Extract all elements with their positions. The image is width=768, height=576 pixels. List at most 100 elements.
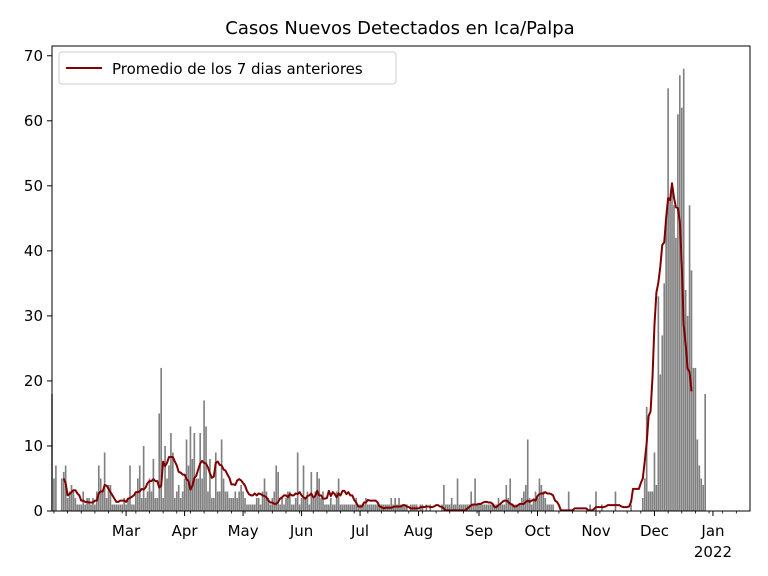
- bar: [550, 504, 552, 511]
- bar: [513, 504, 515, 511]
- bar: [158, 413, 161, 511]
- bar: [519, 504, 521, 511]
- bar: [281, 497, 283, 511]
- bar: [232, 497, 235, 511]
- bar: [328, 504, 330, 511]
- bar: [133, 504, 135, 511]
- bar: [526, 439, 529, 511]
- bar: [216, 491, 219, 511]
- bar: [505, 484, 508, 511]
- bar: [271, 497, 274, 511]
- bar: [464, 504, 467, 511]
- bar: [129, 465, 131, 511]
- bar: [472, 504, 474, 511]
- bar: [193, 432, 196, 511]
- bar: [456, 478, 459, 511]
- bar: [226, 491, 229, 511]
- x-tick-label: May: [228, 522, 259, 540]
- bar: [478, 504, 480, 511]
- bar: [680, 107, 683, 511]
- x-tick-label: Jan: [700, 522, 724, 540]
- bar: [213, 497, 215, 511]
- bar: [252, 504, 254, 511]
- bar: [394, 497, 396, 511]
- bar: [378, 504, 381, 511]
- bar: [179, 497, 182, 511]
- bar: [682, 68, 685, 511]
- bar: [326, 504, 328, 511]
- bar: [684, 289, 687, 511]
- bar: [152, 458, 155, 511]
- bar: [183, 478, 186, 511]
- bar: [698, 465, 701, 511]
- bar: [136, 478, 139, 511]
- bar: [88, 497, 90, 511]
- legend: Promedio de los 7 dias anteriores: [58, 51, 397, 85]
- bar: [374, 504, 377, 511]
- bar: [156, 497, 159, 511]
- bar: [363, 504, 365, 511]
- bar: [86, 497, 88, 511]
- bar: [657, 296, 660, 511]
- bar: [368, 504, 371, 511]
- bar: [443, 484, 445, 511]
- legend-box: [58, 51, 397, 85]
- bar: [197, 478, 200, 511]
- bar: [168, 465, 170, 511]
- bar: [218, 491, 221, 511]
- bar: [402, 504, 404, 511]
- bar: [343, 504, 346, 511]
- bar: [236, 497, 239, 511]
- bar: [207, 491, 209, 511]
- bar: [250, 504, 252, 511]
- bar: [322, 491, 324, 511]
- bar: [154, 497, 157, 511]
- line-series: [62, 182, 693, 512]
- bar: [111, 504, 114, 511]
- x-tick-label: Aug: [404, 522, 433, 540]
- bar: [285, 497, 287, 511]
- bar: [80, 504, 83, 511]
- bar: [487, 504, 490, 511]
- bar: [552, 504, 554, 511]
- bar: [324, 504, 326, 511]
- bar: [536, 497, 539, 511]
- bar: [482, 504, 484, 511]
- bar: [567, 491, 570, 511]
- bar: [511, 504, 513, 511]
- bar: [589, 504, 591, 511]
- bar: [331, 504, 334, 511]
- bar: [103, 452, 106, 511]
- bar: [109, 484, 112, 511]
- bar: [174, 497, 176, 511]
- bar: [203, 400, 205, 511]
- moving-average-line: [62, 182, 693, 512]
- bar: [686, 315, 689, 511]
- bar: [667, 88, 669, 512]
- bar: [76, 504, 79, 511]
- bar: [150, 491, 153, 511]
- x-tick-label: Apr: [172, 522, 199, 540]
- bar: [55, 465, 57, 511]
- bar: [292, 504, 295, 511]
- bar: [696, 439, 699, 511]
- bar: [365, 497, 367, 511]
- bar: [396, 504, 398, 511]
- y-tick-label: 0: [33, 502, 43, 520]
- bar: [474, 478, 476, 511]
- bar: [320, 497, 322, 511]
- bar: [462, 504, 465, 511]
- bar: [643, 478, 646, 511]
- bar: [349, 504, 352, 511]
- bar: [175, 491, 178, 511]
- bar: [201, 478, 203, 511]
- bar: [138, 465, 141, 511]
- bar: [314, 491, 317, 511]
- bar: [649, 491, 652, 511]
- bar: [376, 504, 379, 511]
- bar: [523, 491, 525, 511]
- bar: [142, 445, 145, 511]
- bar: [470, 491, 473, 511]
- bar: [678, 75, 681, 512]
